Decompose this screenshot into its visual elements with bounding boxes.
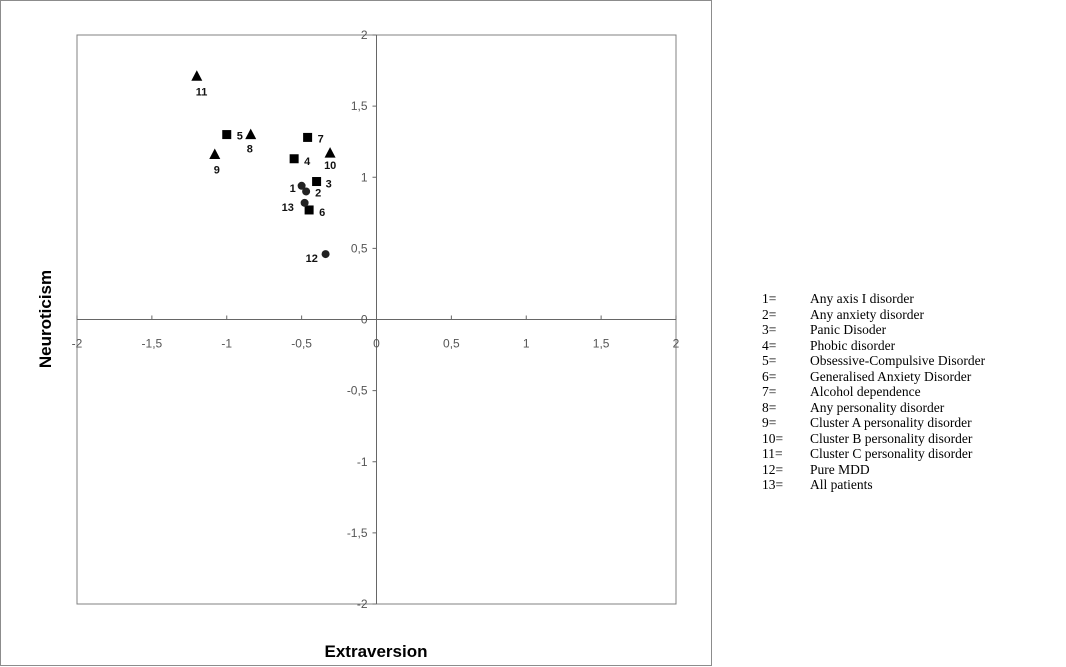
legend-text: Any personality disorder	[810, 399, 945, 415]
legend-item: 3= Panic Disoder	[762, 322, 985, 338]
y-tick-label: -0,5	[347, 384, 368, 398]
x-tick-label: 1	[523, 337, 530, 351]
legend-code: 13=	[762, 477, 784, 492]
legend-text: Cluster B personality disorder	[810, 430, 973, 446]
y-tick-label: 1	[361, 170, 368, 184]
legend-code: 12=	[762, 461, 784, 477]
y-tick-label: -1	[357, 455, 368, 469]
legend: 1= Any axis I disorder 2= Any anxiety disor…	[762, 291, 985, 493]
point-marker-13	[300, 198, 309, 207]
legend-item: 12= Pure MDD	[762, 462, 985, 478]
legend-text: Pure MDD	[810, 461, 870, 477]
legend-code: 11=	[762, 446, 783, 461]
x-tick-label: 0	[373, 337, 380, 351]
legend-text: Phobic disorder	[810, 337, 896, 353]
point-marker-1	[297, 181, 306, 190]
point-marker-11	[191, 70, 203, 81]
y-tick-label: 1,5	[351, 99, 368, 113]
legend-code: 4=	[762, 337, 777, 353]
legend-text: Any anxiety disorder	[810, 306, 924, 322]
y-tick-label: -1,5	[347, 526, 368, 540]
tick-labels: -2 -1,5 -1 -0,5 0 0,5 1 1,5 2 2 1,5 1 0,5 0 -0,5 -1 -1,5…	[72, 28, 680, 611]
legend-code: 3=	[762, 322, 777, 337]
point-label-11: 11	[196, 86, 208, 98]
legend-code: 5=	[762, 353, 777, 368]
point-marker-5	[222, 130, 232, 140]
point-label-5: 5	[237, 131, 243, 143]
legend-item: 6= Generalised Anxiety Disorder	[762, 369, 985, 385]
legend-text: Cluster C personality disorder	[810, 446, 973, 461]
x-tick-label: -0,5	[291, 337, 312, 351]
x-tick-label: -2	[72, 337, 83, 351]
point-label-3: 3	[326, 179, 332, 191]
x-tick-label: 1,5	[593, 337, 610, 351]
point-label-12: 12	[306, 253, 318, 265]
point-label-9: 9	[214, 164, 220, 176]
legend-text: Panic Disoder	[810, 322, 887, 337]
point-marker-7	[303, 132, 313, 142]
point-label-13: 13	[282, 202, 294, 214]
x-tick-label: 2	[673, 337, 680, 351]
legend-code: 6=	[762, 368, 777, 384]
axes	[76, 34, 677, 605]
legend-item: 9= Cluster A personality disorder	[762, 415, 985, 431]
point-label-7: 7	[318, 133, 324, 145]
legend-text: Obsessive-Compulsive Disorder	[810, 353, 986, 368]
point-label-2: 2	[315, 187, 321, 199]
legend-code: 10=	[762, 430, 784, 446]
y-tick-label: 0,5	[351, 241, 368, 255]
y-tick-label: -2	[357, 597, 368, 611]
x-axis-title: Extraversion	[325, 642, 428, 661]
legend-code: 8=	[762, 399, 777, 415]
legend-code: 9=	[762, 415, 777, 430]
point-marker-3	[312, 177, 322, 187]
legend-text: Generalised Anxiety Disorder	[810, 368, 972, 384]
point-label-4: 4	[304, 156, 311, 168]
x-tick-label: -1	[221, 337, 232, 351]
point-label-10: 10	[324, 160, 336, 172]
legend-text: Alcohol dependence	[810, 384, 921, 399]
point-label-6: 6	[319, 207, 325, 219]
point-marker-4	[289, 154, 299, 164]
scatter-chart: -2 -1,5 -1 -0,5 0 0,5 1 1,5 2 2 1,5 1 0,5 0 -0,5 -1 -1,5…	[36, 28, 680, 661]
y-tick-label: 0	[361, 313, 368, 327]
point-marker-9	[209, 148, 221, 159]
point-marker-10	[324, 147, 336, 158]
point-label-1: 1	[290, 183, 296, 195]
y-tick-label: 2	[361, 28, 368, 42]
legend-text: All patients	[810, 477, 873, 492]
legend-code: 2=	[762, 306, 777, 322]
point-label-8: 8	[247, 144, 253, 156]
y-axis-title: Neuroticism	[36, 270, 55, 368]
x-tick-label: -1,5	[142, 337, 163, 351]
legend-item: 7= Alcohol dependence	[762, 384, 985, 400]
point-marker-2	[302, 187, 311, 196]
legend-text: Any axis I disorder	[810, 291, 914, 306]
legend-item: 13= All patients	[762, 477, 985, 493]
x-tick-label: 0,5	[443, 337, 460, 351]
legend-item: 1= Any axis I disorder	[762, 291, 985, 307]
legend-item: 4= Phobic disorder	[762, 338, 985, 354]
legend-code: 7=	[762, 384, 777, 399]
point-marker-6	[304, 205, 314, 215]
point-marker-12	[321, 250, 330, 259]
legend-item: 10= Cluster B personality disorder	[762, 431, 985, 447]
legend-text: Cluster A personality disorder	[810, 415, 972, 430]
point-marker-8	[245, 128, 257, 140]
legend-item: 5= Obsessive-Compulsive Disorder	[762, 353, 985, 369]
legend-code: 1=	[762, 291, 777, 306]
chart-area	[0, 0, 712, 666]
legend-item: 2= Any anxiety disorder	[762, 307, 985, 323]
legend-item: 8= Any personality disorder	[762, 400, 985, 416]
legend-item: 11= Cluster C personality disorder	[762, 446, 985, 462]
